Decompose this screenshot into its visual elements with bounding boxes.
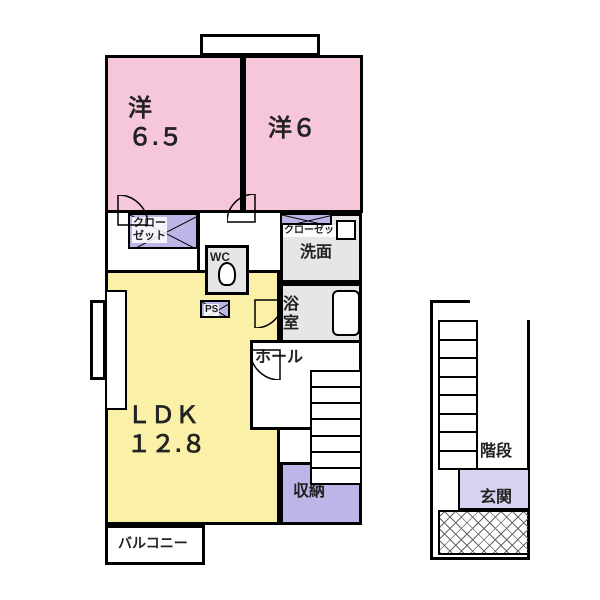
bathtub bbox=[332, 290, 360, 336]
door-arc-bed2 bbox=[227, 194, 283, 250]
genkan-label: 玄関 bbox=[480, 488, 512, 507]
genkan-floor-hatch bbox=[438, 510, 530, 555]
window-left bbox=[90, 300, 106, 380]
room-label-ldk: ＬＤＫ １２.８ bbox=[127, 402, 206, 460]
room-label-balcony: バルコニー bbox=[118, 535, 188, 552]
stairs-main bbox=[310, 370, 362, 485]
room-label-bed2: 洋６ bbox=[268, 115, 316, 144]
stairs-label: 階段 bbox=[480, 442, 512, 461]
closet-cl2 bbox=[280, 213, 332, 225]
floor-plan: 洋 ６.５洋６ＬＤＫ １２.８WC洗面浴 室ホール収納バルコニー クロー ゼット… bbox=[0, 0, 600, 600]
closet-label-ps: PS bbox=[204, 304, 219, 316]
window-top bbox=[200, 34, 320, 56]
kitchen-counter bbox=[105, 290, 127, 410]
sink bbox=[336, 220, 356, 240]
room-label-bed1: 洋 ６.５ bbox=[128, 95, 183, 153]
door-arc-hall bbox=[250, 320, 310, 380]
door-arc-bed1 bbox=[88, 195, 148, 255]
room-label-washroom: 洗面 bbox=[300, 243, 332, 262]
entrance-notch-cover bbox=[470, 300, 530, 320]
stairs-entrance2 bbox=[438, 320, 478, 470]
